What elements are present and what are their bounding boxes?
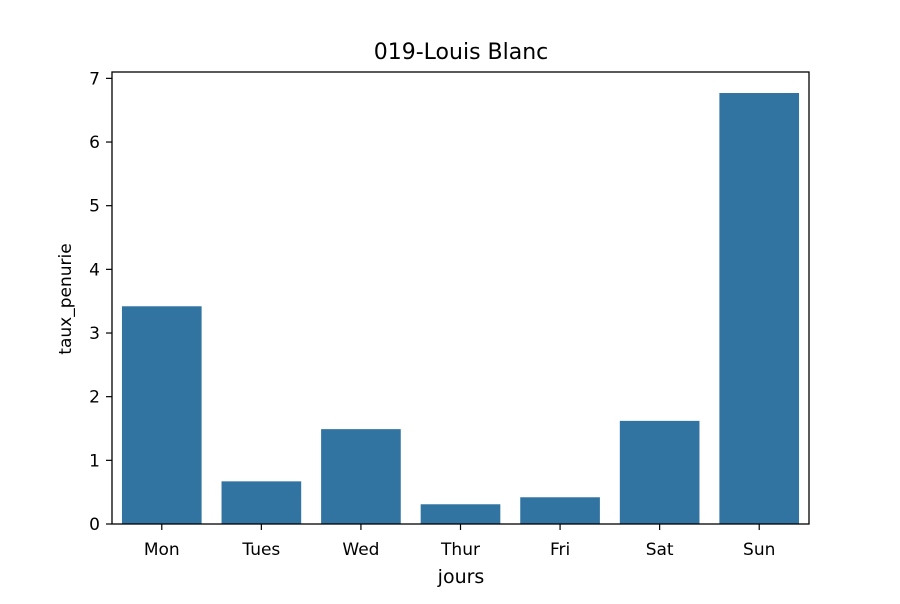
bar-mon: [121, 306, 202, 524]
bars-group: [121, 93, 800, 524]
chart-title: 019-Louis Blanc: [374, 40, 549, 65]
y-axis-label: taux_penurie: [56, 243, 76, 354]
x-tick-label: Thur: [440, 540, 480, 560]
y-tick-label: 6: [89, 133, 100, 153]
y-tick-label: 2: [89, 388, 100, 408]
y-tick-label: 1: [89, 451, 100, 471]
y-tick-label: 7: [89, 69, 100, 89]
bar-sun: [719, 93, 800, 524]
bar-fri: [520, 497, 600, 524]
x-axis-label: jours: [437, 566, 485, 588]
x-tick-label: Sun: [743, 540, 775, 560]
y-tick-label: 4: [89, 260, 100, 280]
bar-sat: [619, 420, 700, 524]
bar-thur: [420, 504, 501, 524]
x-tick-label: Mon: [144, 540, 180, 560]
x-tick-label: Sat: [646, 540, 674, 560]
x-tick-label: Tues: [241, 540, 280, 560]
x-tick-label: Wed: [342, 540, 379, 560]
y-tick-label: 3: [89, 324, 100, 344]
bar-tues: [221, 481, 302, 524]
bar-wed: [321, 429, 401, 524]
plot-frame: [111, 71, 810, 525]
y-tick-label: 0: [89, 515, 100, 535]
y-tick-label: 5: [89, 197, 100, 217]
y-ticks-group: 0 1 2 3 4 5 6 7: [89, 69, 112, 535]
x-ticks-group: Mon Tues Wed Thur Fri Sat Sun: [144, 524, 775, 560]
x-tick-label: Fri: [550, 540, 570, 560]
